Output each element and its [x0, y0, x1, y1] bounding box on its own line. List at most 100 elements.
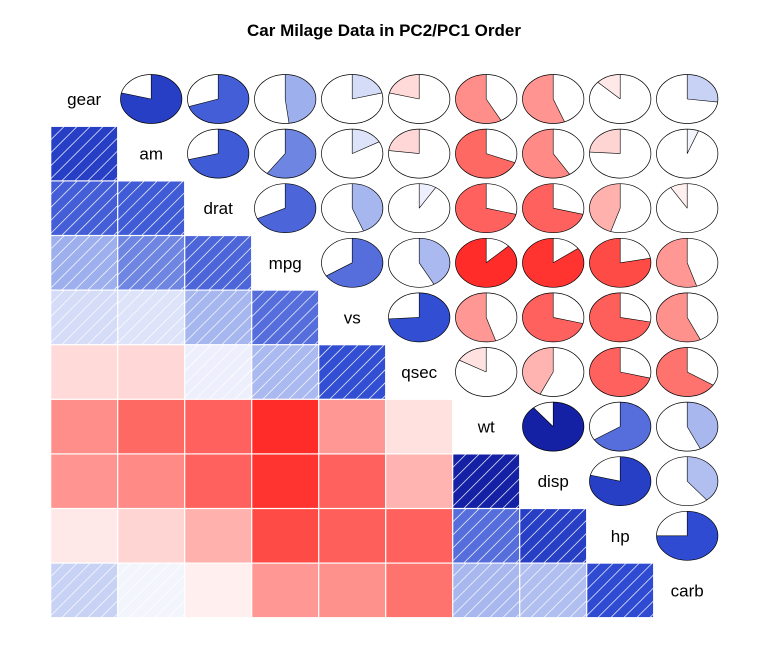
hatch-qsec-mpg: [252, 345, 319, 399]
pie-cell-drat-qsec: [388, 183, 451, 234]
hatch-carb-am: [118, 563, 185, 618]
pie-cell-vs-qsec: [388, 292, 451, 343]
pie-cell-drat-hp: [589, 183, 652, 234]
pie-cell-qsec-disp: [522, 347, 585, 397]
hatch-disp-wt: [453, 454, 520, 509]
pie-cell-mpg-hp: [589, 237, 652, 288]
shade-cell-hp-am: [117, 508, 185, 564]
hatch-carb-hp: [587, 563, 654, 618]
hatch-drat-gear: [51, 181, 118, 236]
pie-cell-vs-carb: [656, 292, 719, 343]
shade-cell-wt-drat: [184, 399, 252, 454]
shade-cell-hp-drat: [184, 508, 252, 564]
hatch-carb-wt: [453, 563, 520, 618]
chart-title: Car Milage Data in PC2/PC1 Order: [247, 21, 521, 40]
pie-cell-gear-hp: [589, 74, 652, 124]
shade-cell-disp-gear: [50, 453, 118, 509]
pie-cell-vs-disp: [522, 292, 585, 343]
pie-cell-drat-disp: [522, 183, 585, 234]
pie-cell-qsec-carb: [656, 347, 719, 397]
pie-cell-am-qsec: [388, 128, 451, 179]
shade-cell-am-gear: [50, 126, 118, 181]
variable-label-carb: carb: [671, 581, 704, 600]
pie-cell-mpg-disp: [522, 237, 585, 288]
pie-cell-wt-carb: [656, 401, 719, 452]
variable-label-disp: disp: [538, 472, 569, 491]
hatch-vs-mpg: [252, 290, 319, 345]
hatch-qsec-vs: [319, 345, 386, 399]
pie-cell-gear-qsec: [388, 74, 451, 124]
shade-cell-qsec-am: [117, 344, 185, 400]
shade-cell-disp-drat: [184, 453, 252, 509]
pie-cell-wt-hp: [589, 401, 652, 452]
hatch-mpg-gear: [51, 235, 118, 290]
shade-cell-qsec-drat: [184, 344, 252, 400]
pie-cell-vs-hp: [589, 292, 652, 343]
pie-cell-am-carb: [656, 128, 719, 179]
hatch-qsec-drat: [185, 345, 252, 399]
variable-label-am: am: [139, 145, 163, 164]
shade-cell-disp-am: [117, 453, 185, 509]
hatch-vs-am: [118, 290, 185, 345]
shade-cell-carb-wt: [452, 563, 520, 618]
pie-cell-gear-wt: [455, 74, 518, 124]
shade-cell-hp-mpg: [251, 508, 319, 564]
hatch-vs-gear: [51, 290, 118, 345]
hatch-mpg-drat: [185, 235, 252, 290]
shade-cell-wt-mpg: [251, 399, 319, 454]
pie-cell-drat-wt: [455, 183, 518, 234]
shade-cell-disp-mpg: [251, 453, 319, 509]
hatch-hp-wt: [453, 508, 520, 563]
pie-cell-drat-carb: [656, 183, 719, 234]
pie-cell-qsec-wt: [455, 347, 518, 397]
pie-cell-am-vs: [321, 128, 384, 179]
pie-cell-hp-carb: [656, 510, 719, 561]
pie-cell-gear-mpg: [254, 74, 317, 124]
pie-cell-mpg-wt: [455, 237, 518, 288]
pie-cell-drat-mpg: [254, 183, 317, 234]
pie-cell-mpg-vs: [321, 237, 384, 288]
pie-cell-vs-wt: [455, 292, 518, 343]
shade-cell-wt-am: [117, 399, 185, 454]
hatch-mpg-am: [118, 235, 185, 290]
hatch-carb-disp: [520, 563, 587, 618]
shade-cell-carb-qsec: [385, 563, 453, 618]
pie-cell-disp-carb: [656, 456, 719, 507]
hatch-am-gear: [51, 126, 118, 181]
shade-cell-wt-qsec: [385, 399, 453, 454]
shade-cell-disp-vs: [318, 453, 386, 509]
pie-cell-mpg-qsec: [388, 237, 451, 288]
shade-cell-hp-gear: [50, 508, 118, 564]
shade-cell-carb-drat: [184, 563, 252, 618]
variable-label-wt: wt: [477, 418, 495, 437]
pie-cell-gear-vs: [321, 74, 384, 124]
pie-cell-qsec-hp: [589, 347, 652, 397]
shade-cell-disp-qsec: [385, 453, 453, 509]
shade-cell-wt-vs: [318, 399, 386, 454]
hatch-carb-gear: [51, 563, 118, 618]
shade-cell-hp-qsec: [385, 508, 453, 564]
pie-cell-gear-carb: [656, 74, 719, 124]
shade-cell-qsec-gear: [50, 344, 118, 400]
pie-cell-gear-disp: [522, 74, 585, 124]
pie-cell-am-disp: [522, 128, 585, 179]
pie-cell-am-drat: [187, 128, 250, 179]
variable-label-drat: drat: [204, 199, 234, 218]
variable-label-vs: vs: [344, 308, 361, 327]
pie-cell-am-hp: [589, 128, 652, 179]
variable-label-gear: gear: [67, 90, 101, 109]
pie-cell-am-mpg: [254, 128, 317, 179]
pie-cell-am-wt: [455, 128, 518, 179]
pie-cell-mpg-carb: [656, 237, 719, 288]
shade-cell-carb-mpg: [251, 563, 319, 618]
shade-cell-hp-vs: [318, 508, 386, 564]
variable-label-mpg: mpg: [269, 254, 302, 273]
variable-label-qsec: qsec: [401, 363, 437, 382]
hatch-vs-drat: [185, 290, 252, 345]
hatch-drat-am: [118, 181, 185, 236]
pie-cell-drat-vs: [321, 183, 384, 234]
shade-cell-carb-vs: [318, 563, 386, 618]
plot-area: gear am drat mpg vs qsec wt disp hp carb: [50, 74, 719, 618]
pie-cell-wt-disp: [522, 401, 585, 452]
